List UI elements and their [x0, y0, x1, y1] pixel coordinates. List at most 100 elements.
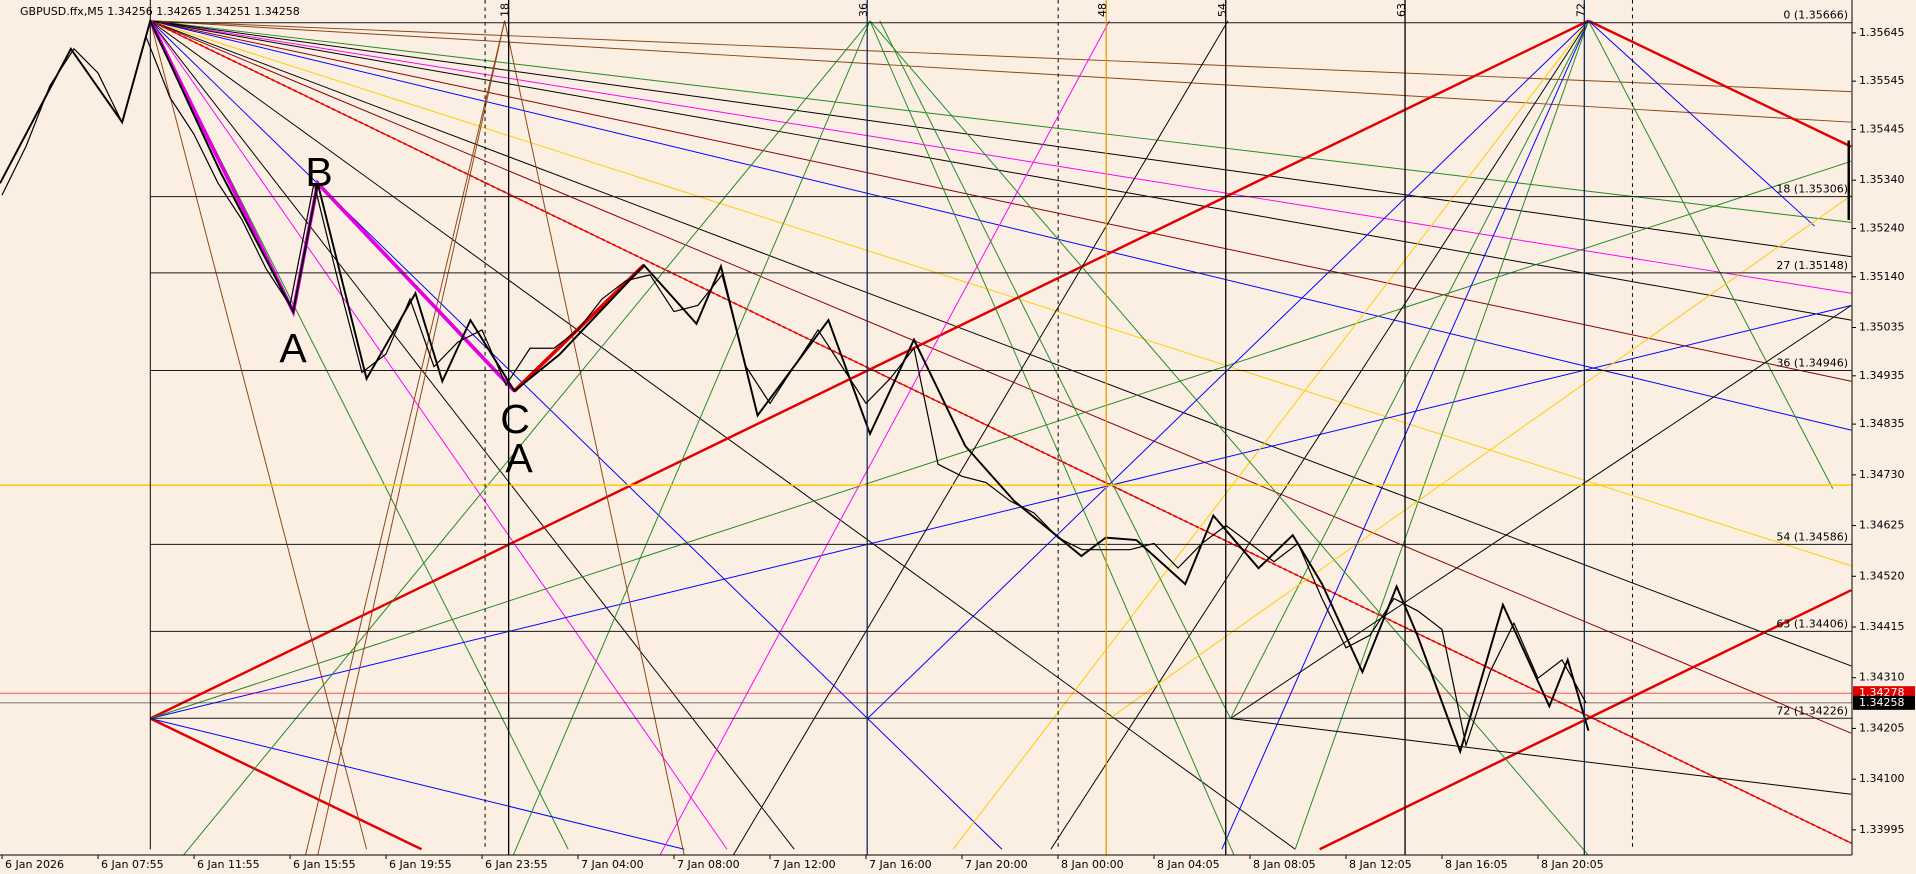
time-count-label: 18: [499, 3, 512, 17]
drawing-line: [150, 20, 1852, 567]
pattern-label: C: [500, 396, 530, 442]
y-tick-label: 1.35240: [1859, 221, 1905, 234]
y-tick-label: 1.34935: [1859, 369, 1905, 382]
drawing-line: [1294, 20, 1589, 850]
drawing-line: [150, 160, 1852, 719]
time-count-label: 36: [857, 3, 870, 17]
drawing-line: [504, 20, 685, 856]
y-tick-label: 1.33995: [1859, 823, 1905, 836]
drawing-line: [150, 20, 1852, 734]
time-count-label: 54: [1216, 3, 1229, 17]
chart-header: GBPUSD.ffx,M5 1.34256 1.34265 1.34251 1.…: [20, 5, 300, 18]
x-tick-label: 8 Jan 08:05: [1253, 858, 1316, 871]
drawing-line: [1587, 19, 1852, 148]
x-tick-label: 7 Jan 08:00: [677, 858, 740, 871]
drawing-line: [1230, 717, 1852, 795]
drawing-line: [149, 717, 423, 851]
y-tick-label: 1.35140: [1859, 270, 1905, 283]
x-tick-label: 6 Jan 11:55: [197, 858, 260, 871]
plot: 0 (1.35666) 18 (1.35306) 27 (1.35148) 36 (1…: [0, 0, 1852, 855]
pattern-label: A: [505, 435, 533, 481]
price-axis: [1852, 0, 1916, 874]
drawing-line: [149, 20, 1003, 850]
time-count-label: 63: [1395, 3, 1408, 17]
level-label: 27 (1.35148): [1776, 259, 1848, 272]
x-tick-label: 6 Jan 23:55: [485, 858, 548, 871]
drawing-line: [1050, 20, 1589, 850]
x-tick-label: 6 Jan 2026: [5, 858, 64, 871]
drawing-line: [149, 19, 1590, 720]
y-tick-label: 1.34625: [1859, 519, 1905, 532]
y-tick-label: 1.35645: [1859, 26, 1905, 39]
level-label: 54 (1.34586): [1776, 530, 1848, 543]
time-count-label: 48: [1096, 3, 1109, 17]
drawing-line: [149, 20, 795, 850]
x-tick-label: 8 Jan 12:05: [1349, 858, 1412, 871]
x-tick-label: 7 Jan 12:00: [773, 858, 836, 871]
drawing-line: [150, 20, 1296, 850]
y-tick-label: 1.34310: [1859, 671, 1905, 684]
drawing-line: [150, 20, 1852, 382]
price-tag-label: 1.34258: [1859, 696, 1905, 709]
drawing-line: [150, 718, 685, 850]
drawing-line: [149, 20, 728, 850]
x-tick-label: 8 Jan 04:05: [1157, 858, 1220, 871]
y-tick-label: 1.35445: [1859, 122, 1905, 135]
drawing-line: [149, 20, 368, 850]
y-tick-label: 1.34730: [1859, 468, 1905, 481]
x-tick-label: 6 Jan 15:55: [293, 858, 356, 871]
drawing-line: [150, 20, 1852, 321]
y-tick-label: 1.35035: [1859, 321, 1905, 334]
x-tick-label: 7 Jan 04:00: [581, 858, 644, 871]
drawing-line: [150, 20, 1852, 123]
x-tick-label: 6 Jan 19:55: [389, 858, 452, 871]
drawing-tools: [0, 0, 1852, 856]
time-count-label: 72: [1574, 3, 1587, 17]
drawing-line: [150, 20, 1852, 667]
x-tick-label: 8 Jan 20:05: [1541, 858, 1604, 871]
drawing-line: [150, 305, 1852, 719]
drawing-line: [150, 20, 1852, 258]
drawing-line: [879, 20, 1231, 719]
y-tick-label: 1.34415: [1859, 620, 1905, 633]
drawing-line: [317, 20, 506, 856]
y-tick-label: 1.35545: [1859, 74, 1905, 87]
level-label: 18 (1.35306): [1776, 183, 1848, 196]
drawing-line: [659, 20, 1110, 856]
drawing-line: [867, 20, 1589, 719]
y-tick-label: 1.34520: [1859, 569, 1905, 582]
pattern-label: A: [279, 325, 307, 371]
drawing-line: [869, 20, 1235, 856]
drawing-line: [1588, 20, 1834, 489]
y-tick-label: 1.34100: [1859, 772, 1905, 785]
time-axis: [0, 855, 1916, 874]
y-tick-label: 1.35340: [1859, 173, 1905, 186]
zigzag: [0, 17, 1590, 755]
drawing-line: [150, 20, 1852, 431]
drawing-line: [150, 20, 1852, 294]
level-label: 0 (1.35666): [1783, 9, 1848, 22]
drawing-line: [182, 20, 871, 856]
drawing-line: [1588, 20, 1815, 227]
level-label: 63 (1.34406): [1776, 617, 1848, 630]
x-tick-label: 7 Jan 20:00: [965, 858, 1028, 871]
drawing-line: [869, 20, 1589, 856]
x-tick-label: 8 Jan 16:05: [1445, 858, 1508, 871]
level-label: 36 (1.34946): [1776, 357, 1848, 370]
drawing-line: [952, 20, 1589, 850]
price-tag: [1853, 695, 1915, 710]
x-tick-label: 7 Jan 16:00: [869, 858, 932, 871]
drawing-line: [512, 20, 871, 856]
axes: 1.35645 1.35545 1.35445 1.35340 1.35240 1.351…: [1, 26, 1915, 871]
drawing-line: [732, 20, 1229, 856]
level-label: 72 (1.34226): [1776, 704, 1848, 717]
drawing-line: [304, 20, 506, 856]
price-line-series: [1, 34, 1587, 748]
x-tick-label: 8 Jan 00:00: [1061, 858, 1124, 871]
y-tick-label: 1.34835: [1859, 417, 1905, 430]
pattern-label: B: [305, 149, 332, 195]
x-tick-label: 6 Jan 07:55: [101, 858, 164, 871]
